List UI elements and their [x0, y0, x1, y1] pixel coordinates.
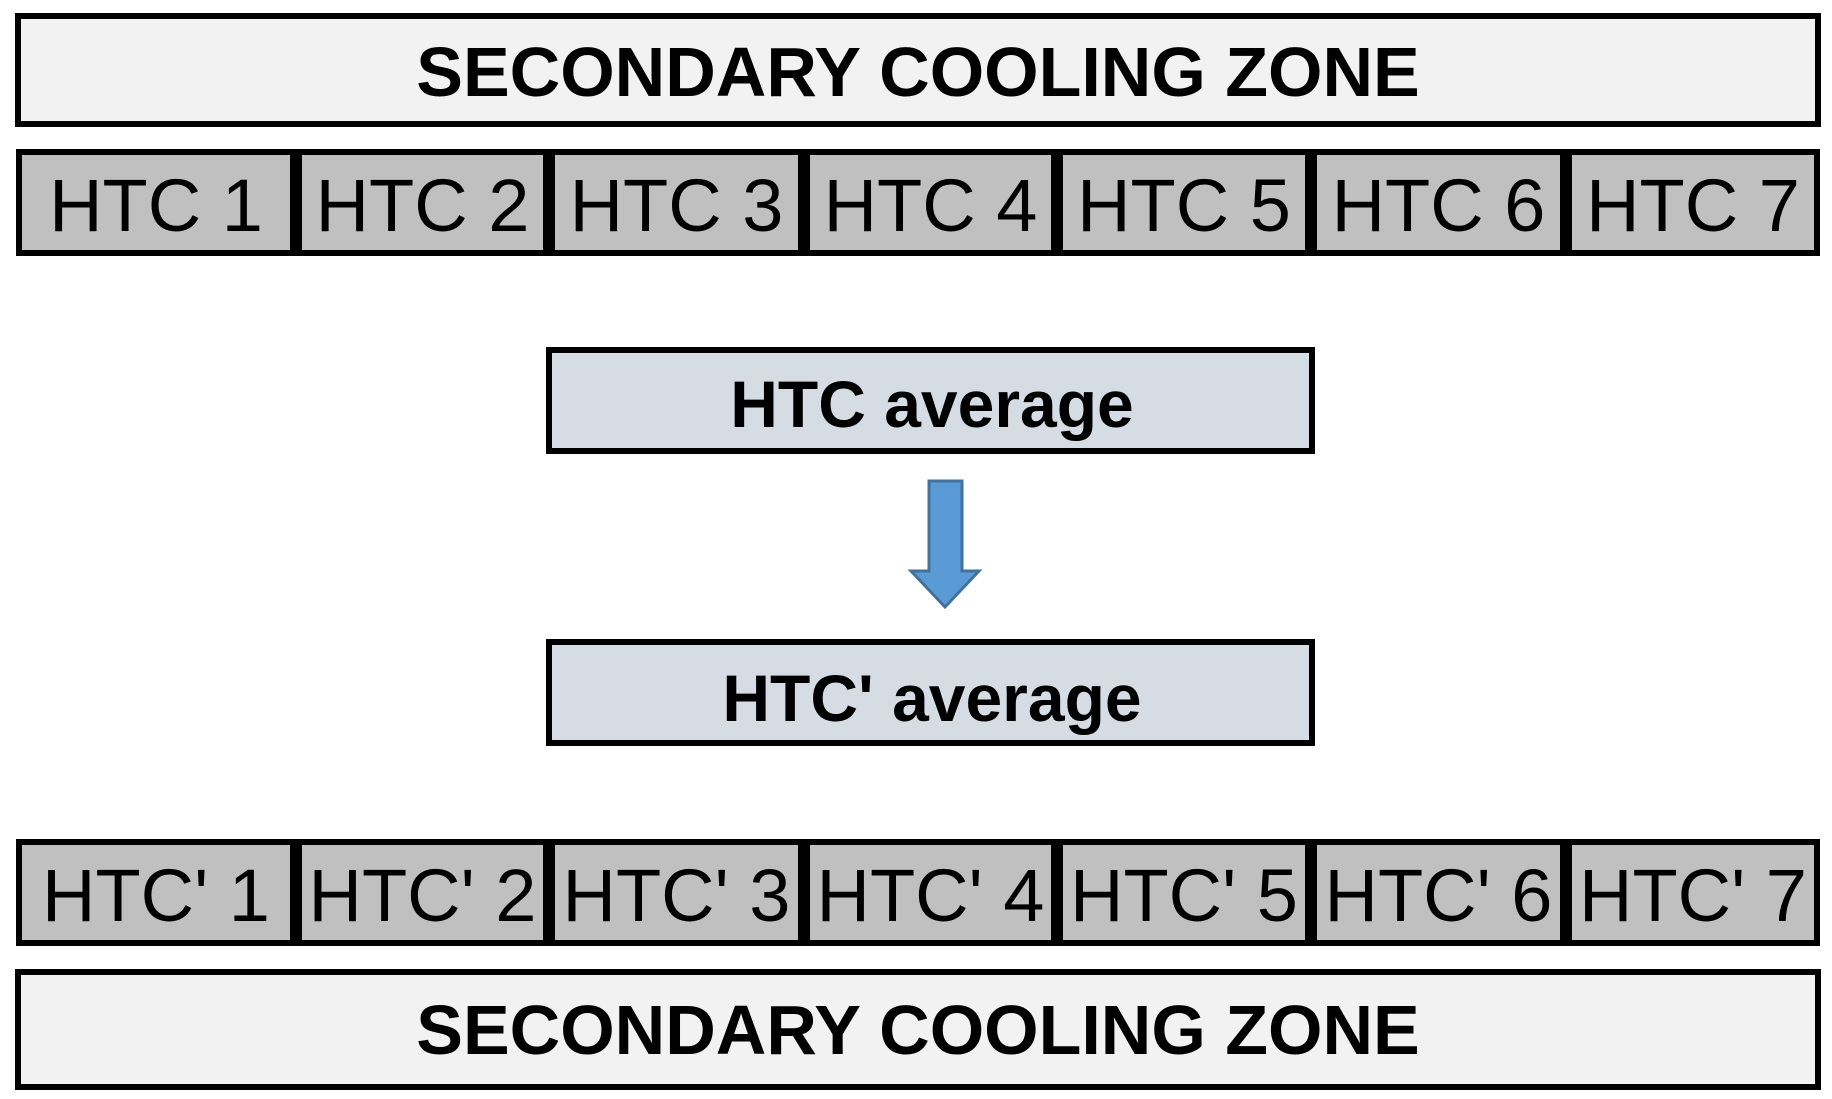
htc-label: HTC 6 [1332, 164, 1546, 247]
htc-cell [549, 149, 804, 256]
zone-label: SECONDARY COOLING ZONE [416, 33, 1419, 111]
rows: HTC 1 HTC 2 HTC 3 HTC 4 HTC 5 HTC 6 HTC 7 HTC' … [16, 149, 1820, 946]
htc-label: HTC' 3 [563, 854, 791, 937]
htc-cell [16, 149, 296, 256]
arrow [907, 479, 983, 610]
htc-label: HTC' 4 [817, 854, 1045, 937]
zone-box [15, 969, 1821, 1090]
htc-label: HTC 5 [1077, 164, 1291, 247]
htc-label: HTC 2 [316, 164, 530, 247]
htc-label: HTC' 5 [1070, 854, 1298, 937]
htc-label: HTC 7 [1586, 164, 1800, 247]
htc-cell [296, 839, 549, 946]
zone-label: SECONDARY COOLING ZONE [416, 991, 1419, 1069]
htc-cell [296, 149, 549, 256]
zone-box [15, 13, 1821, 127]
htc-cell [1311, 149, 1566, 256]
htc-cell [549, 839, 804, 946]
htc-cell [804, 839, 1057, 946]
htc-label: HTC' 7 [1579, 854, 1807, 937]
result-box [546, 639, 1315, 746]
htc-cell [1057, 149, 1311, 256]
htc-cell [16, 839, 296, 946]
htc-cell [804, 149, 1057, 256]
result-label: HTC' average [722, 661, 1141, 735]
htc-label: HTC 1 [49, 164, 263, 247]
htc-cell [1566, 839, 1820, 946]
average-label: HTC average [730, 367, 1134, 441]
htc-label: HTC 4 [824, 164, 1038, 247]
htc-label: HTC 3 [570, 164, 784, 247]
average-box [546, 347, 1315, 454]
htc-label: HTC' 2 [309, 854, 537, 937]
htc-cell [1566, 149, 1820, 256]
htc-label: HTC' 6 [1325, 854, 1553, 937]
htc-label: HTC' 1 [42, 854, 270, 937]
htc-cell [1311, 839, 1566, 946]
htc-cell [1057, 839, 1311, 946]
